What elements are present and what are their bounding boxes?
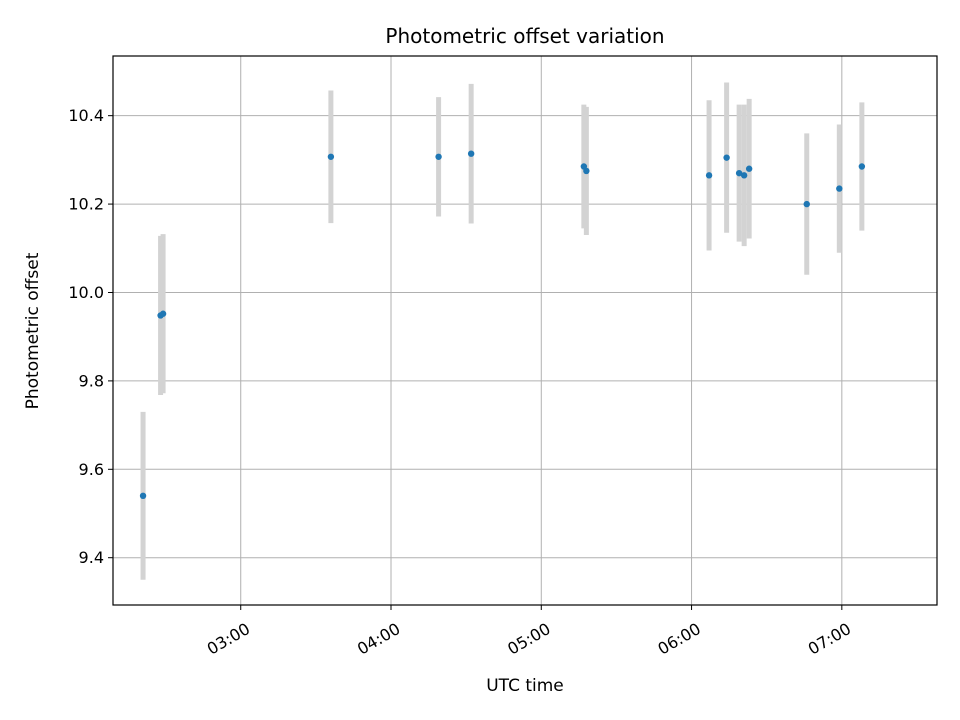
data-point bbox=[139, 492, 147, 500]
data-point bbox=[723, 154, 730, 161]
plot-frame bbox=[112, 55, 938, 606]
data-points bbox=[139, 150, 866, 500]
data-point bbox=[159, 310, 167, 317]
y-tick-label: 10.2 bbox=[68, 195, 104, 214]
y-axis-ticks: 9.4 9.6 9.8 10.0 10.2 10.4 bbox=[68, 106, 113, 567]
y-tick-label: 9.6 bbox=[79, 460, 104, 479]
data-point bbox=[583, 167, 590, 175]
x-axis-label: UTC time bbox=[486, 676, 564, 696]
y-axis-label: Photometric offset bbox=[23, 252, 43, 409]
grid bbox=[113, 56, 937, 605]
data-point bbox=[836, 185, 843, 192]
data-point bbox=[327, 153, 335, 160]
y-tick-label: 9.8 bbox=[79, 371, 104, 390]
data-point bbox=[803, 200, 810, 208]
data-point bbox=[705, 172, 713, 179]
chart-title: Photometric offset variation bbox=[385, 24, 664, 48]
data-point bbox=[745, 165, 753, 172]
data-point bbox=[735, 169, 743, 177]
data-point bbox=[858, 163, 866, 170]
y-tick-label: 9.4 bbox=[79, 548, 104, 567]
data-point bbox=[435, 153, 442, 160]
data-point bbox=[467, 150, 475, 157]
y-tick-label: 10.0 bbox=[68, 283, 104, 302]
data-point bbox=[740, 172, 748, 179]
y-tick-label: 10.4 bbox=[68, 106, 104, 125]
